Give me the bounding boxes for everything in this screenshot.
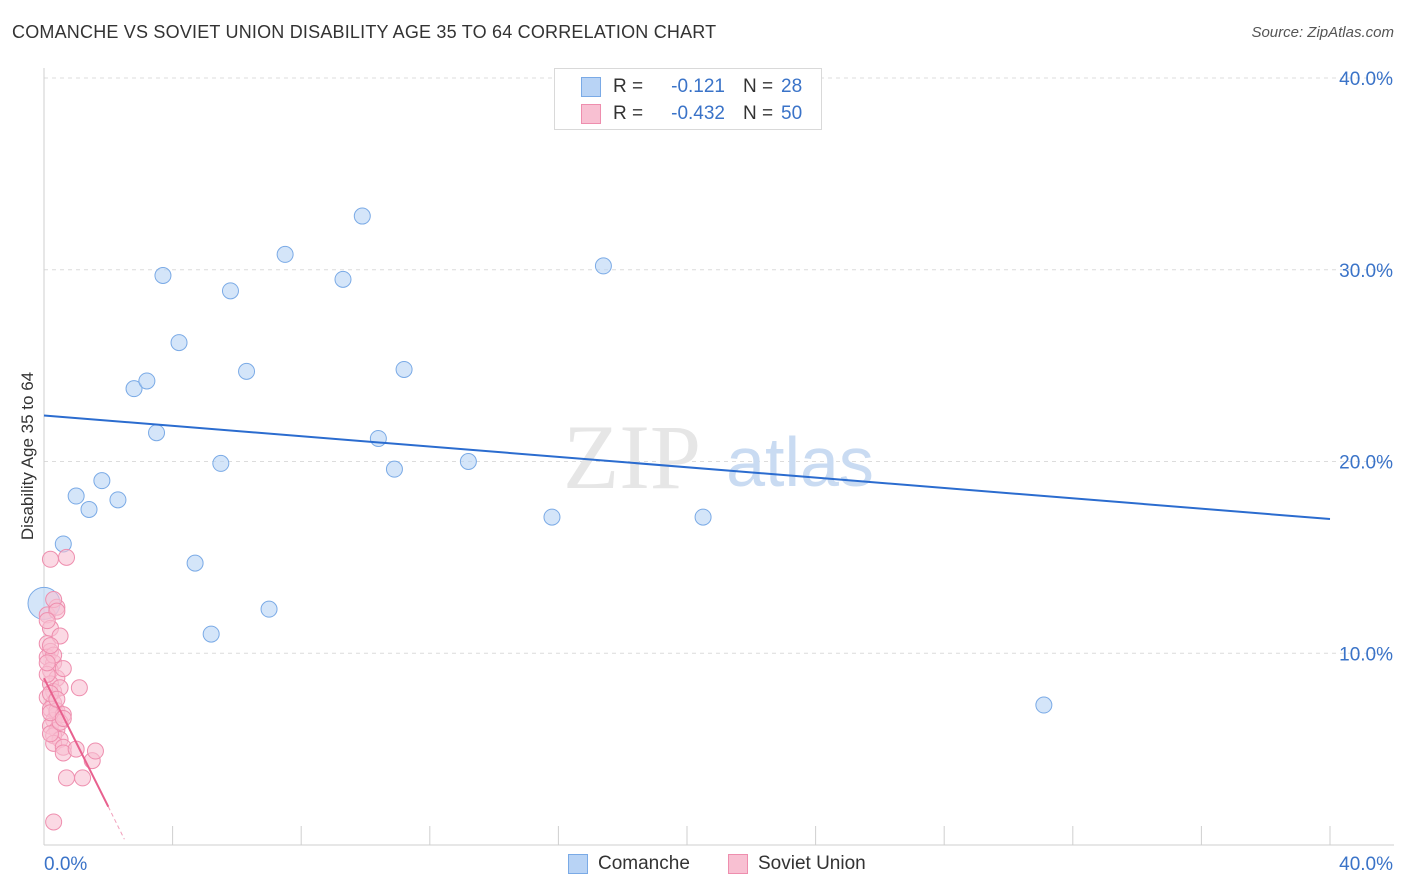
soviet-point [38,612,56,630]
legend-row-soviet-union: R = -0.432 N = 50 [581,102,802,126]
x-tick-label: 40.0% [1339,854,1393,875]
y-tick-label: 10.0% [1339,644,1393,665]
comanche-point [125,380,143,398]
r-label: R = [613,76,644,97]
comanche-point [459,453,477,470]
soviet-point [74,769,92,787]
soviet-point [58,548,76,566]
comanche-point [170,334,188,352]
y-tick-label: 30.0% [1339,261,1393,282]
comanche-point [594,257,612,275]
soviet-point [41,550,59,568]
soviet-trend-extension [107,806,125,840]
comanche-point [148,424,166,442]
comanche-point [202,625,220,643]
comanche-point [260,600,278,618]
comanche-point [154,267,172,285]
soviet-point [38,654,56,672]
n-label: N = [743,103,774,124]
data-points [27,207,1053,831]
watermark-zip: ZIP [563,406,701,508]
watermark: ZIP atlas [563,406,874,508]
comanche-point [385,460,403,478]
n-value: 28 [781,76,803,97]
comanche-swatch [568,854,588,874]
r-value: -0.121 [671,76,725,97]
bottom-legend-comanche: Comanche [568,852,690,876]
comanche-swatch [581,77,601,97]
comanche-point [395,360,413,378]
comanche-point [238,362,256,380]
soviet-point [54,660,72,678]
axes [43,68,1394,846]
soviet-point [41,637,59,655]
soviet-swatch [728,854,748,874]
n-value: 50 [781,103,803,124]
chart-title: COMANCHE VS SOVIET UNION DISABILITY AGE … [12,22,717,42]
comanche-point [543,508,561,526]
y-tick-label: 20.0% [1339,453,1393,474]
soviet-swatch [581,104,601,124]
comanche-point [369,429,387,447]
source-label: Source: ZipAtlas.com [1251,24,1394,41]
soviet-point [70,679,88,697]
comanche-point [212,454,230,472]
r-value: -0.432 [671,103,725,124]
soviet-trend-line [43,677,110,808]
comanche-point [276,245,294,263]
comanche-point [93,472,111,490]
comanche-point [1035,696,1053,714]
soviet-point [41,725,59,743]
comanche-point [353,207,371,225]
legend-row-comanche: R = -0.121 N = 28 [581,75,802,99]
r-label: R = [613,103,644,124]
legend-label: Comanche [598,853,690,874]
y-axis-title: Disability Age 35 to 64 [18,371,37,541]
comanche-point [80,500,98,518]
x-tick-label: 0.0% [44,854,87,875]
comanche-point [109,491,127,509]
y-tick-label: 40.0% [1339,69,1393,90]
comanche-point [138,372,156,390]
stats-legend: R = -0.121 N = 28 R = -0.432 N = 50 [554,68,822,130]
soviet-point [86,742,104,760]
n-label: N = [743,76,774,97]
comanche-point [186,554,204,572]
soviet-point [45,813,63,831]
soviet-point [58,769,76,787]
bottom-legend-soviet-union: Soviet Union [728,852,866,876]
legend-label: Soviet Union [758,853,866,874]
comanche-point [694,508,712,526]
comanche-point [67,487,85,505]
comanche-trend-line [43,414,1331,521]
tick-labels: 10.0% 20.0% 30.0% 40.0% 0.0% 40.0% [44,69,1393,875]
trend-lines [43,414,1331,840]
comanche-point [334,270,352,288]
watermark-atlas: atlas [726,423,874,501]
comanche-point [221,282,239,300]
